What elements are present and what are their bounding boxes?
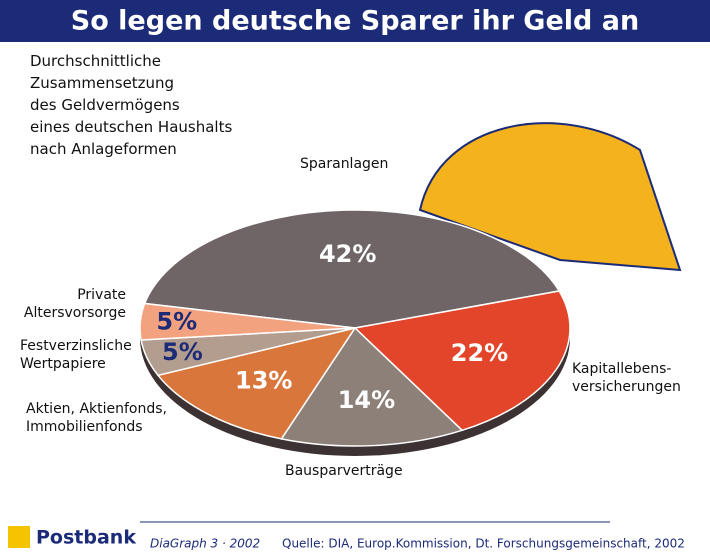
logo-mark: [8, 526, 30, 548]
footer: [0, 520, 710, 553]
value-label: 13%: [235, 366, 292, 394]
value-label: 14%: [338, 386, 395, 414]
pie-slice: [143, 209, 561, 329]
brand: Postbank: [36, 527, 136, 549]
category-label: Private Altersvorsorge: [23, 287, 126, 321]
subtitle: Durchschnittliche Zusammensetzung des Ge…: [30, 52, 233, 158]
piggy-illustration: [418, 122, 682, 272]
pie-slice: [280, 326, 464, 447]
pie-slice: [156, 326, 357, 440]
pie-slice: [353, 290, 571, 432]
value-label: 22%: [451, 339, 508, 367]
category-label: Aktien, Aktienfonds, Immobilienfonds: [26, 401, 167, 435]
source: Quelle: DIA, Europ.Kommission, Dt. Forsc…: [282, 537, 685, 551]
series-label: DiaGraph 3 · 2002: [150, 537, 260, 551]
value-label: 5%: [156, 308, 197, 336]
chart-title: So legen deutsche Sparer ihr Geld an: [71, 6, 639, 37]
category-label: Festverzinsliche Wertpapiere: [20, 338, 132, 372]
pie-slice: [139, 302, 356, 341]
category-label: Sparanlagen: [300, 156, 389, 172]
title-bar: [0, 0, 710, 42]
category-label: Bausparverträge: [285, 463, 403, 479]
value-label: 5%: [162, 338, 203, 366]
category-label: Kapitallebens- versicherungen: [572, 361, 681, 395]
value-label: 42%: [319, 240, 376, 268]
